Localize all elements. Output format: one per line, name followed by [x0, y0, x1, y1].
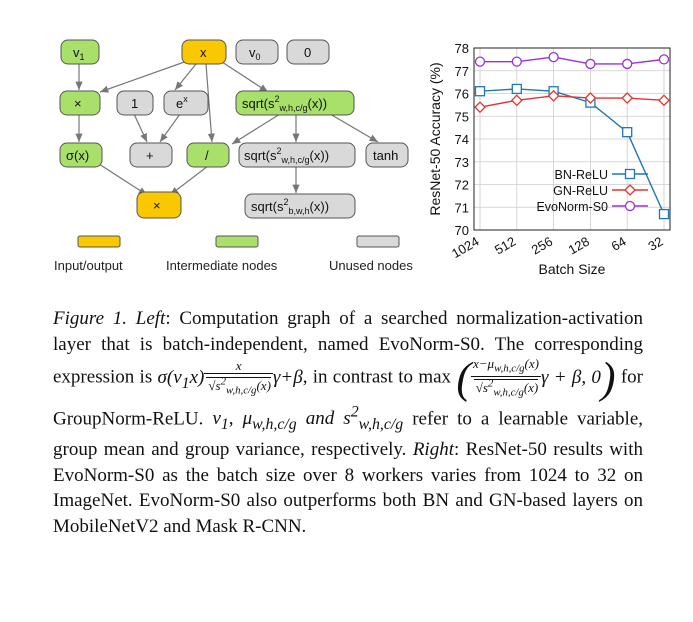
y-tick-label: 77: [455, 64, 469, 79]
y-tick-label: 71: [455, 200, 469, 215]
svg-text:1: 1: [131, 96, 138, 111]
data-point-evonorm-s0: [622, 58, 633, 70]
y-tick-label: 74: [455, 132, 469, 147]
legend-marker-evonorm-s0: [624, 200, 636, 212]
node-one: 1: [116, 90, 154, 116]
caption-expression-evonorm: σ(v1x) x √s2w,h,c/g(x) γ+β: [157, 358, 303, 397]
computation-graph: v1 x v0 0 × 1 ex sqrt(s2w,h,c/g(x)) σ(x)…: [54, 39, 413, 273]
caption-text-2: , in contrast to max: [302, 366, 452, 388]
y-tick-label: 78: [455, 41, 469, 56]
x-tick-label: 128: [566, 234, 592, 258]
series-line-evonorm-s0: [480, 56, 665, 65]
node-sqrt-group-var-mid: sqrt(s2w,h,c/g(x)): [238, 142, 356, 168]
caption-text-5: : ResNet-50 results with EvoNorm-S0 as t…: [53, 439, 643, 537]
svg-text:0: 0: [304, 45, 311, 60]
data-point-evonorm-s0: [585, 58, 596, 70]
node-v0: v0: [235, 39, 279, 65]
legend-label-io: Input/output: [54, 258, 123, 273]
data-point-gn-relu: [658, 94, 670, 107]
x-axis-label: Batch Size: [539, 261, 606, 277]
legend-marker-bn-relu: [624, 168, 636, 180]
y-axis-label: ResNet-50 Accuracy (%): [427, 62, 443, 215]
node-divide: /: [186, 142, 230, 168]
legend-label-bn-relu: BN-ReLU: [555, 168, 609, 182]
node-multiply-output: ×: [136, 191, 182, 219]
data-point-bn-relu: [474, 86, 486, 97]
series-line-gn-relu: [479, 95, 665, 108]
caption-right: Right: [412, 439, 454, 461]
figure-caption: Figure 1. Left: Computation graph of a s…: [53, 306, 643, 539]
legend-swatch-intermediate: [215, 235, 259, 248]
node-exp: ex: [163, 90, 209, 116]
svg-text:sqrt(s2w,h,c/g(x)): sqrt(s2w,h,c/g(x)): [244, 146, 329, 165]
y-tick-label: 73: [455, 155, 469, 170]
legend-swatch-io: [77, 235, 121, 248]
data-point-evonorm-s0: [511, 56, 522, 67]
node-v1: v1: [60, 39, 100, 65]
data-point-bn-relu: [511, 83, 522, 95]
legend-label-intermediate: Intermediate nodes: [166, 258, 278, 273]
svg-text:x: x: [200, 45, 207, 60]
svg-text:/: /: [205, 148, 209, 163]
node-tanh: tanh: [365, 142, 409, 168]
data-point-evonorm-s0: [658, 54, 670, 65]
graph-edges: [75, 59, 379, 196]
svg-text:+: +: [146, 148, 154, 163]
legend-label-gn-relu: GN-ReLU: [553, 184, 608, 198]
caption-label: Figure 1.: [53, 308, 127, 329]
legend-label-unused: Unused nodes: [329, 258, 413, 273]
data-point-evonorm-s0: [548, 51, 559, 63]
data-point-evonorm-s0: [474, 56, 486, 67]
node-plus: +: [129, 142, 173, 168]
legend-swatch-unused: [356, 235, 400, 248]
legend-marker-gn-relu: [624, 184, 636, 196]
node-sqrt-batch-var: sqrt(s2b,w,h(x)): [244, 193, 356, 219]
node-sigma: σ(x): [59, 142, 103, 168]
data-point-gn-relu: [547, 89, 560, 102]
y-tick-label: 70: [455, 223, 469, 238]
svg-text:×: ×: [74, 96, 82, 111]
data-point-gn-relu: [474, 101, 486, 114]
svg-text:ex: ex: [176, 94, 188, 111]
caption-text-4: refer to a learnable variable, group mea…: [53, 407, 643, 461]
y-tick-label: 75: [455, 109, 469, 124]
legend-label-evonorm-s0: EvoNorm-S0: [536, 200, 608, 214]
svg-text:sqrt(s2b,w,h(x)): sqrt(s2b,w,h(x)): [251, 197, 329, 216]
plot-frame: [473, 47, 671, 231]
svg-text:sqrt(s2w,h,c/g(x)): sqrt(s2w,h,c/g(x)): [242, 94, 327, 113]
caption-expression-gn: (x−μw,h,c/g(x) √s2w,h,c/g(x) γ + β, 0): [456, 353, 616, 403]
svg-text:tanh: tanh: [373, 148, 398, 163]
data-point-bn-relu: [622, 127, 633, 138]
graph-legend: Input/output Intermediate nodes Unused n…: [54, 235, 413, 273]
svg-text:σ(x): σ(x): [66, 148, 89, 163]
caption-text-3: for GroupNorm-ReLU.: [53, 366, 643, 429]
svg-text:×: ×: [153, 198, 161, 213]
node-multiply-1: ×: [59, 90, 101, 116]
data-point-gn-relu: [510, 94, 523, 107]
caption-text-1: : Computation graph of a searched normal…: [53, 308, 643, 388]
data-point-gn-relu: [621, 92, 634, 104]
y-tick-label: 76: [455, 87, 469, 102]
x-tick-label: 32: [645, 234, 665, 254]
x-tick-label: 256: [529, 234, 555, 258]
y-tick-label: 72: [455, 178, 469, 193]
svg-text:v0: v0: [249, 45, 261, 62]
x-tick-label: 512: [492, 234, 518, 258]
data-point-gn-relu: [584, 92, 597, 104]
node-x: x: [181, 39, 227, 65]
x-tick-label: 64: [609, 234, 629, 254]
node-sqrt-group-var-top: sqrt(s2w,h,c/g(x)): [235, 90, 355, 116]
caption-left: Left: [135, 308, 166, 329]
node-zero: 0: [286, 39, 330, 65]
data-point-bn-relu: [658, 208, 670, 220]
svg-text:v1: v1: [73, 45, 85, 62]
caption-symbols: v1, μw,h,c/g and s2w,h,c/g: [212, 403, 404, 433]
